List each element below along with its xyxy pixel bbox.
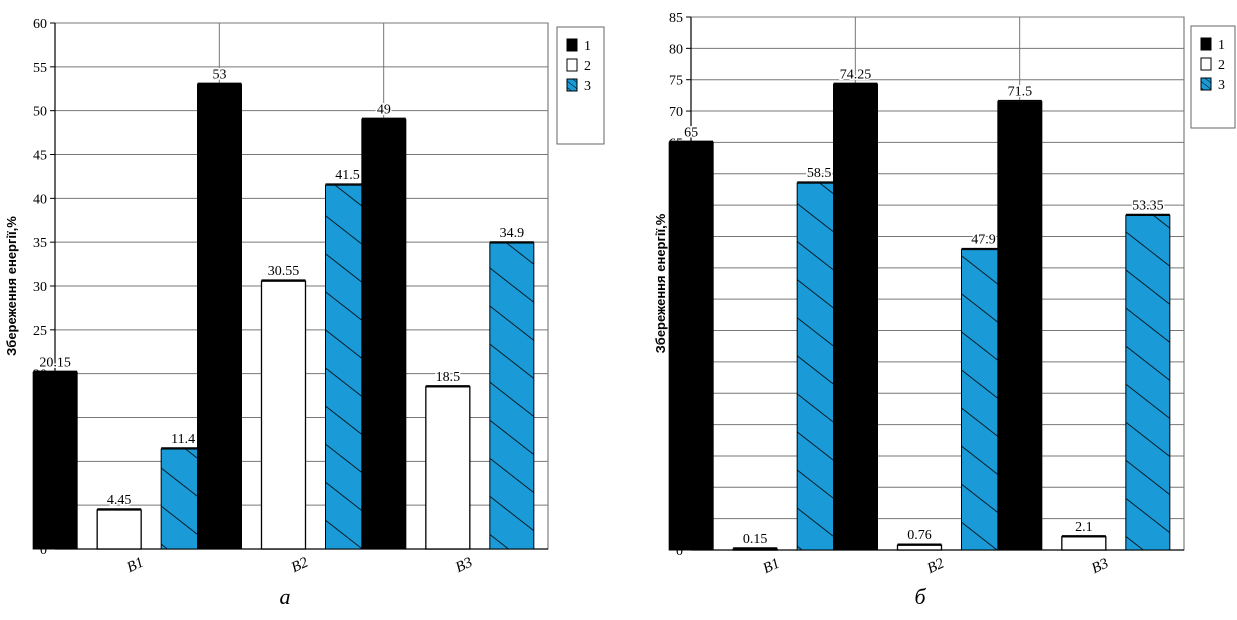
legend-box	[1190, 25, 1236, 129]
legend: 1 2 3	[1190, 25, 1236, 129]
bar-series-2	[896, 544, 943, 551]
legend-label: 1	[584, 39, 591, 54]
legend-label: 3	[1218, 78, 1225, 93]
legend-label: 2	[584, 59, 591, 74]
data-label: 0.15	[743, 532, 768, 547]
bar-series-1	[197, 83, 242, 550]
y-tick-label: 55	[33, 61, 47, 76]
data-label: 41.5	[335, 168, 360, 183]
legend: 1 2 3	[556, 26, 605, 145]
bar-series-1	[997, 101, 1043, 551]
chart-panel-1: 05101520253035404550556020.154.4511.4B15…	[4, 17, 605, 609]
y-tick-label: 30	[33, 280, 47, 295]
data-label: 18.5	[436, 370, 461, 385]
y-axis-title: Збереження енергії,%	[653, 213, 668, 353]
y-axis-title: Збереження енергії,%	[4, 216, 19, 356]
y-tick-label: 50	[33, 105, 47, 120]
y-tick-label: 35	[33, 236, 47, 251]
y-tick-label: 40	[33, 192, 47, 207]
y-tick-label: 25	[33, 324, 47, 339]
chart-panel-2: 0510152025303540455055606570758085650.15…	[653, 11, 1236, 609]
data-label: 0.76	[907, 528, 932, 543]
legend-box	[556, 26, 605, 145]
data-label: 65	[684, 125, 698, 140]
x-tick-label: B1	[125, 555, 147, 577]
y-tick-label: 85	[669, 11, 683, 26]
y-tick-label: 60	[33, 17, 47, 32]
x-tick-label: B2	[289, 554, 311, 576]
legend-swatch-3	[566, 78, 578, 92]
plot-area	[690, 16, 1185, 551]
bar-series-1	[32, 371, 78, 550]
y-tick-label: 70	[669, 105, 683, 120]
x-tick-label: B3	[1089, 556, 1111, 578]
bar-series-1	[668, 141, 714, 551]
bar-series-2	[1061, 536, 1107, 551]
legend-label: 3	[584, 79, 591, 94]
data-label: 11.4	[171, 432, 195, 447]
data-label: 53	[213, 67, 227, 82]
x-tick-label: B1	[761, 556, 783, 578]
legend-swatch-3	[1200, 77, 1212, 91]
data-label: 74.25	[840, 67, 872, 82]
legend-label: 1	[1218, 38, 1225, 53]
y-tick-label: 0	[40, 543, 47, 558]
bar-series-2	[96, 509, 142, 550]
data-label: 58.5	[807, 166, 832, 181]
y-tick-label: 75	[669, 74, 683, 89]
legend-swatch-2	[1200, 57, 1212, 71]
data-label: 47.9	[971, 233, 996, 248]
data-label: 49	[377, 102, 391, 117]
data-label: 4.45	[107, 493, 132, 508]
bar-series-2	[425, 386, 471, 550]
data-label: 20.15	[39, 355, 71, 370]
legend-swatch-1	[566, 38, 578, 52]
x-tick-label: B3	[453, 555, 475, 577]
bar-series-1	[361, 118, 407, 550]
x-tick-label: B2	[925, 555, 947, 577]
data-label: 30.55	[268, 264, 300, 279]
data-label: 71.5	[1008, 85, 1033, 100]
y-tick-label: 45	[33, 149, 47, 164]
bar-series-3	[1125, 214, 1171, 551]
panel-caption: а	[280, 584, 291, 609]
bar-series-2	[732, 548, 778, 551]
data-label: 2.1	[1075, 520, 1093, 535]
y-tick-label: 80	[669, 42, 683, 57]
data-label: 53.35	[1132, 198, 1164, 213]
bar-series-2	[260, 280, 307, 550]
legend-label: 2	[1218, 58, 1225, 73]
legend-swatch-2	[566, 58, 578, 72]
legend-swatch-1	[1200, 37, 1212, 51]
bar-series-1	[833, 83, 878, 551]
data-label: 34.9	[500, 226, 525, 241]
bar-series-3	[489, 242, 535, 550]
y-tick-label: 0	[676, 544, 683, 559]
panel-caption: б	[914, 584, 926, 609]
